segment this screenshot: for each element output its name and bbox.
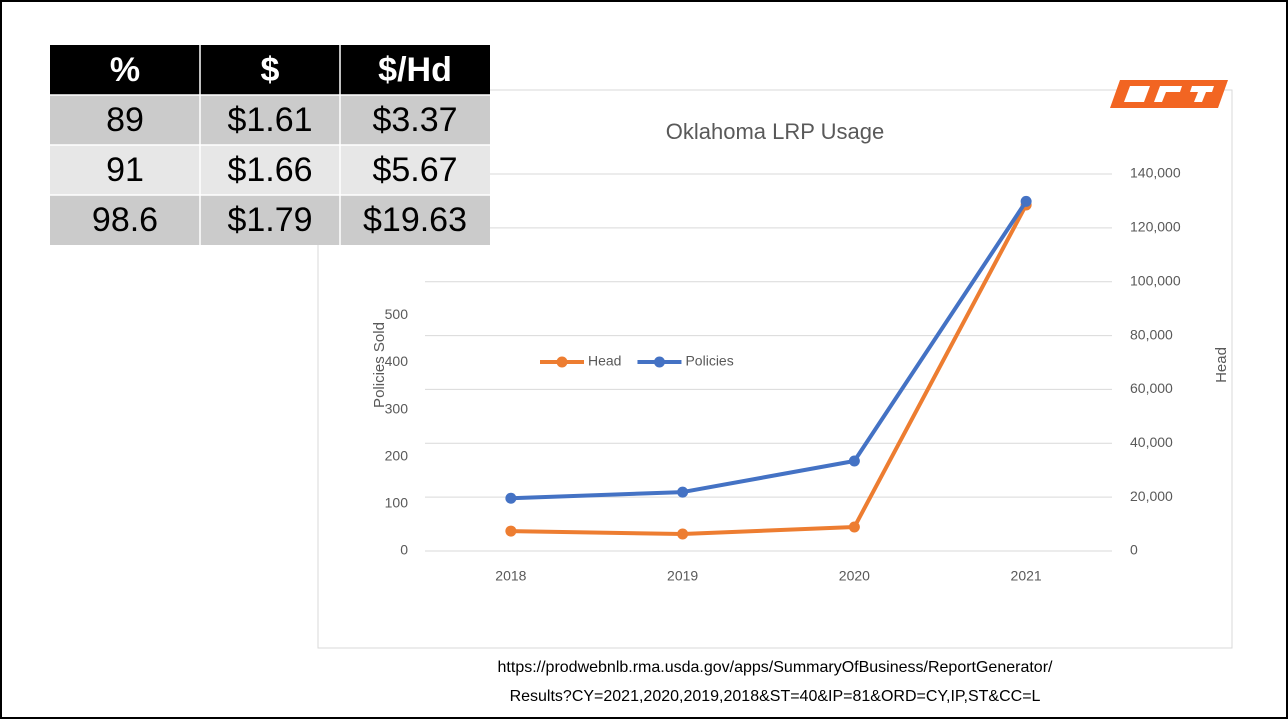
table-cell: 91 <box>106 151 144 189</box>
y-tick-label: 200 <box>385 447 409 463</box>
marker <box>677 486 689 498</box>
marker <box>505 492 517 504</box>
table-cell: $ <box>261 51 280 89</box>
legend-label: Head <box>588 353 621 369</box>
chart-title: Oklahoma LRP Usage <box>666 119 885 144</box>
table: % $ $/Hd 89 $1.61 $3.37 91 $1.66 $5.67 98.6 $1.79 $… <box>50 45 490 245</box>
source-line: Results?CY=2021,2020,2019,2018&ST=40&IP=… <box>510 688 1041 705</box>
x-tick-label: 2018 <box>495 568 526 584</box>
table-cell: $5.67 <box>372 151 457 189</box>
y2-tick-label: 120,000 <box>1130 219 1181 235</box>
y2-tick-label: 140,000 <box>1130 165 1181 181</box>
x-tick-label: 2019 <box>667 568 698 584</box>
line <box>510 200 1028 501</box>
table-row <box>50 195 490 245</box>
y2-axis-label: Head <box>1213 347 1230 383</box>
logo <box>1110 80 1228 108</box>
table-cell: 89 <box>106 101 144 139</box>
y-tick-label: 500 <box>385 306 409 322</box>
y2-tick-label: 20,000 <box>1130 488 1173 504</box>
table-row <box>50 145 490 195</box>
y-tick-label: 100 <box>385 495 409 511</box>
x-tick-label: 2021 <box>1011 568 1042 584</box>
x-tick-label: 2020 <box>839 568 870 584</box>
table-cell: $3.37 <box>372 101 457 139</box>
legend-marker <box>653 356 665 368</box>
marker <box>505 525 517 537</box>
table-cell: $1.66 <box>227 151 312 189</box>
table-cell: $/Hd <box>378 51 452 89</box>
y-tick-label: 300 <box>385 400 409 416</box>
table-cell: $19.63 <box>363 201 467 239</box>
y-tick-label: 0 <box>400 542 408 558</box>
table-cell: $1.61 <box>227 101 312 139</box>
y2-tick-label: 80,000 <box>1130 326 1173 342</box>
source-line: https://prodwebnlb.rma.usda.gov/apps/Sum… <box>498 659 1053 676</box>
marker <box>677 528 689 540</box>
y-tick-label: 400 <box>385 353 409 369</box>
marker <box>1020 195 1032 207</box>
y2-tick-label: 100,000 <box>1130 272 1181 288</box>
y2-tick-label: 0 <box>1130 542 1138 558</box>
legend-label: Policies <box>685 353 733 369</box>
y2-tick-label: 60,000 <box>1130 380 1173 396</box>
marker <box>848 455 860 467</box>
table-row <box>50 95 490 145</box>
y2-tick-label: 40,000 <box>1130 434 1173 450</box>
legend-marker <box>556 356 568 368</box>
y-axis-label: Policies Sold <box>371 322 388 408</box>
marker <box>848 521 860 533</box>
table-cell: % <box>110 51 140 89</box>
table-cell: 98.6 <box>92 201 158 239</box>
table-cell: $1.79 <box>227 201 312 239</box>
line <box>510 204 1028 537</box>
table-row <box>50 45 490 95</box>
